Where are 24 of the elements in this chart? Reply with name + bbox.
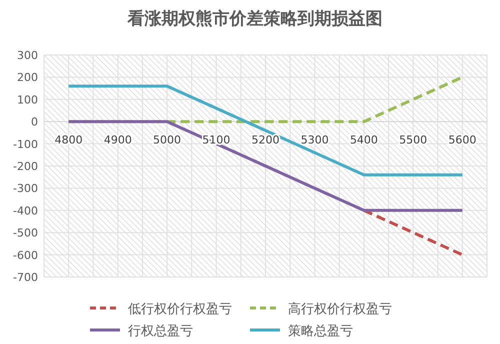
- x-tick-label: 4900: [104, 134, 132, 147]
- x-tick-label: 4800: [54, 134, 83, 147]
- y-tick-label: 100: [17, 93, 38, 106]
- legend-label: 高行权价行权盈亏: [288, 301, 392, 317]
- legend-label: 行权总盈亏: [128, 324, 193, 339]
- legend-label: 策略总盈亏: [288, 324, 353, 339]
- y-tick-label: -300: [13, 182, 38, 196]
- y-tick-label: -200: [13, 160, 38, 173]
- x-tick-label: 5500: [399, 134, 428, 147]
- x-tick-label: 5600: [448, 134, 476, 147]
- y-tick-label: 0: [31, 116, 38, 129]
- y-tick-label: 200: [17, 71, 38, 84]
- y-tick-label: -600: [13, 248, 38, 262]
- y-tick-label: -500: [13, 226, 38, 240]
- x-tick-label: 5400: [350, 134, 378, 147]
- x-tick-label: 5000: [153, 134, 182, 147]
- x-tick-label: 5300: [300, 134, 329, 147]
- y-tick-label: 300: [17, 49, 38, 62]
- y-tick-label: -400: [13, 204, 38, 218]
- chart-title: 看涨期权熊市价差策略到期损益图: [126, 9, 382, 29]
- legend-label: 低行权价行权盈亏: [128, 302, 232, 317]
- y-tick-label: -100: [13, 138, 38, 151]
- x-tick-label: 5200: [252, 134, 280, 147]
- y-tick-label: -700: [13, 271, 38, 284]
